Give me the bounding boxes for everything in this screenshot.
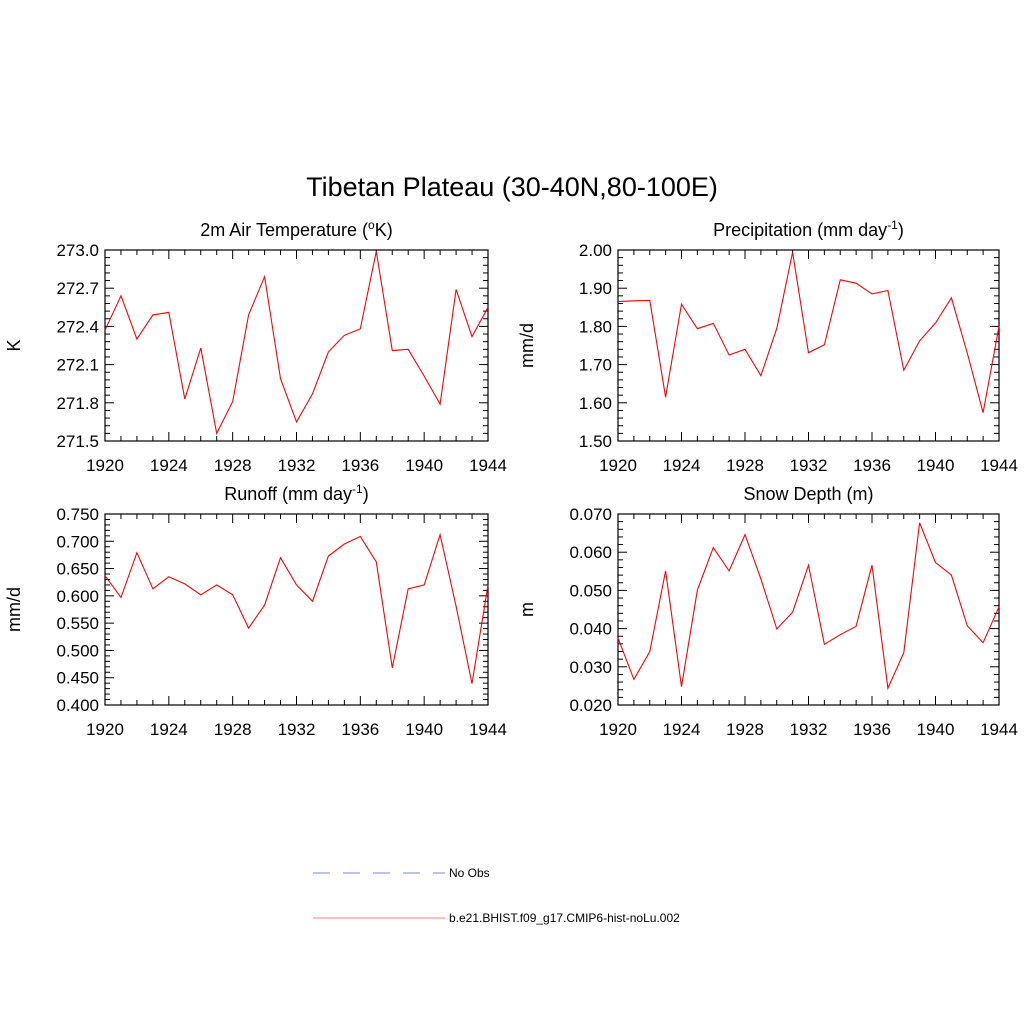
y-tick-label: 1.90 bbox=[579, 279, 612, 298]
x-tick-label: 1920 bbox=[599, 456, 637, 475]
panel-title-air-temperature: 2m Air Temperature (oK) bbox=[200, 218, 392, 240]
y-tick-label: 0.750 bbox=[56, 505, 99, 524]
y-tick-label: 0.500 bbox=[56, 641, 99, 660]
plot-frame bbox=[104, 249, 489, 442]
series-line-snow-depth bbox=[617, 522, 1000, 691]
x-tick-label: 1936 bbox=[341, 456, 379, 475]
legend: No Obs b.e21.BHIST.f09_g17.CMIP6-hist-no… bbox=[313, 866, 680, 925]
x-tick-label: 1920 bbox=[86, 720, 124, 739]
y-tick-label: 1.80 bbox=[579, 317, 612, 336]
y-axis-label: K bbox=[4, 339, 24, 351]
panel-runoff: Runoff (mm day-1) mm/d 0.750 0.700 0.650 0.60… bbox=[4, 482, 507, 739]
panel-title-superscript: o bbox=[368, 218, 375, 232]
panel-title-tail: K) bbox=[375, 220, 393, 240]
panel-title-text: Precipitation (mm day bbox=[713, 220, 887, 240]
panel-title-text: Runoff (mm day bbox=[224, 484, 352, 504]
y-tick-label: 1.50 bbox=[579, 432, 612, 451]
x-tick-label: 1932 bbox=[278, 720, 316, 739]
y-tick-label: 0.450 bbox=[56, 669, 99, 688]
panel-title-text: Snow Depth (m) bbox=[743, 484, 873, 504]
panel-title-superscript: -1 bbox=[352, 482, 363, 496]
plot-frame bbox=[104, 513, 489, 706]
x-tick-label: 1936 bbox=[853, 720, 891, 739]
panel-snow-depth: Snow Depth (m) m 0.070 0.060 0.050 0.040 0.030… bbox=[517, 484, 1018, 739]
x-tick-label: 1936 bbox=[341, 720, 379, 739]
x-tick-label: 1932 bbox=[790, 720, 828, 739]
plot-frame bbox=[617, 249, 1000, 442]
y-tick-label: 0.400 bbox=[56, 696, 99, 715]
panel-air-temperature: 2m Air Temperature (oK) K 273.0 272.7 272.4 2… bbox=[4, 218, 507, 475]
y-tick-label: 0.020 bbox=[569, 696, 612, 715]
y-tick-label: 1.60 bbox=[579, 394, 612, 413]
y-tick-label: 0.070 bbox=[569, 505, 612, 524]
panel-title-tail: ) bbox=[363, 484, 369, 504]
y-tick-label: 0.040 bbox=[569, 620, 612, 639]
y-tick-label: 272.1 bbox=[56, 356, 99, 375]
panel-title-runoff: Runoff (mm day-1) bbox=[224, 482, 368, 504]
y-tick-label: 2.00 bbox=[579, 241, 612, 260]
series-line-runoff bbox=[104, 532, 489, 684]
y-axis-label: m bbox=[517, 602, 537, 617]
y-tick-label: 0.550 bbox=[56, 614, 99, 633]
x-tick-label: 1928 bbox=[214, 720, 252, 739]
series-line-precipitation bbox=[617, 252, 1000, 413]
panel-title-text: 2m Air Temperature ( bbox=[200, 220, 368, 240]
x-tick-label: 1944 bbox=[469, 456, 507, 475]
x-tick-label: 1940 bbox=[405, 456, 443, 475]
panel-precipitation: Precipitation (mm day-1) mm/d 2.00 1.90 1.80… bbox=[517, 218, 1018, 475]
y-tick-label: 0.650 bbox=[56, 560, 99, 579]
panel-title-precipitation: Precipitation (mm day-1) bbox=[713, 218, 904, 240]
x-tick-label: 1928 bbox=[726, 456, 764, 475]
x-tick-label: 1944 bbox=[980, 456, 1018, 475]
y-tick-label: 272.4 bbox=[56, 317, 99, 336]
x-tick-label: 1940 bbox=[405, 720, 443, 739]
y-tick-label: 0.060 bbox=[569, 543, 612, 562]
x-tick-label: 1932 bbox=[790, 456, 828, 475]
series-line-air-temperature bbox=[104, 251, 489, 436]
x-tick-label: 1944 bbox=[469, 720, 507, 739]
x-tick-label: 1940 bbox=[917, 456, 955, 475]
y-tick-label: 0.050 bbox=[569, 581, 612, 600]
x-tick-label: 1924 bbox=[663, 720, 701, 739]
x-tick-label: 1924 bbox=[663, 456, 701, 475]
figure-title: Tibetan Plateau (30-40N,80-100E) bbox=[306, 172, 718, 202]
x-tick-label: 1920 bbox=[86, 456, 124, 475]
panel-title-tail: ) bbox=[898, 220, 904, 240]
x-tick-label: 1924 bbox=[150, 720, 188, 739]
y-tick-label: 0.600 bbox=[56, 587, 99, 606]
y-tick-label: 273.0 bbox=[56, 241, 99, 260]
panel-title-superscript: -1 bbox=[887, 218, 898, 232]
y-tick-label: 271.8 bbox=[56, 394, 99, 413]
x-tick-label: 1936 bbox=[853, 456, 891, 475]
legend-model-label: b.e21.BHIST.f09_g17.CMIP6-hist-noLu.002 bbox=[449, 911, 680, 925]
y-tick-label: 0.030 bbox=[569, 658, 612, 677]
y-tick-label: 272.7 bbox=[56, 279, 99, 298]
y-axis-label: mm/d bbox=[4, 587, 24, 632]
y-tick-label: 1.70 bbox=[579, 356, 612, 375]
x-tick-label: 1940 bbox=[917, 720, 955, 739]
legend-no-obs-label: No Obs bbox=[449, 866, 490, 880]
x-tick-label: 1932 bbox=[278, 456, 316, 475]
x-tick-label: 1920 bbox=[599, 720, 637, 739]
x-tick-label: 1928 bbox=[214, 456, 252, 475]
y-tick-label: 0.700 bbox=[56, 532, 99, 551]
x-tick-label: 1928 bbox=[726, 720, 764, 739]
x-tick-label: 1924 bbox=[150, 456, 188, 475]
plot-frame bbox=[617, 513, 1000, 706]
x-tick-label: 1944 bbox=[980, 720, 1018, 739]
panel-title-snow-depth: Snow Depth (m) bbox=[743, 484, 873, 504]
y-tick-label: 271.5 bbox=[56, 432, 99, 451]
y-axis-label: mm/d bbox=[517, 323, 537, 368]
